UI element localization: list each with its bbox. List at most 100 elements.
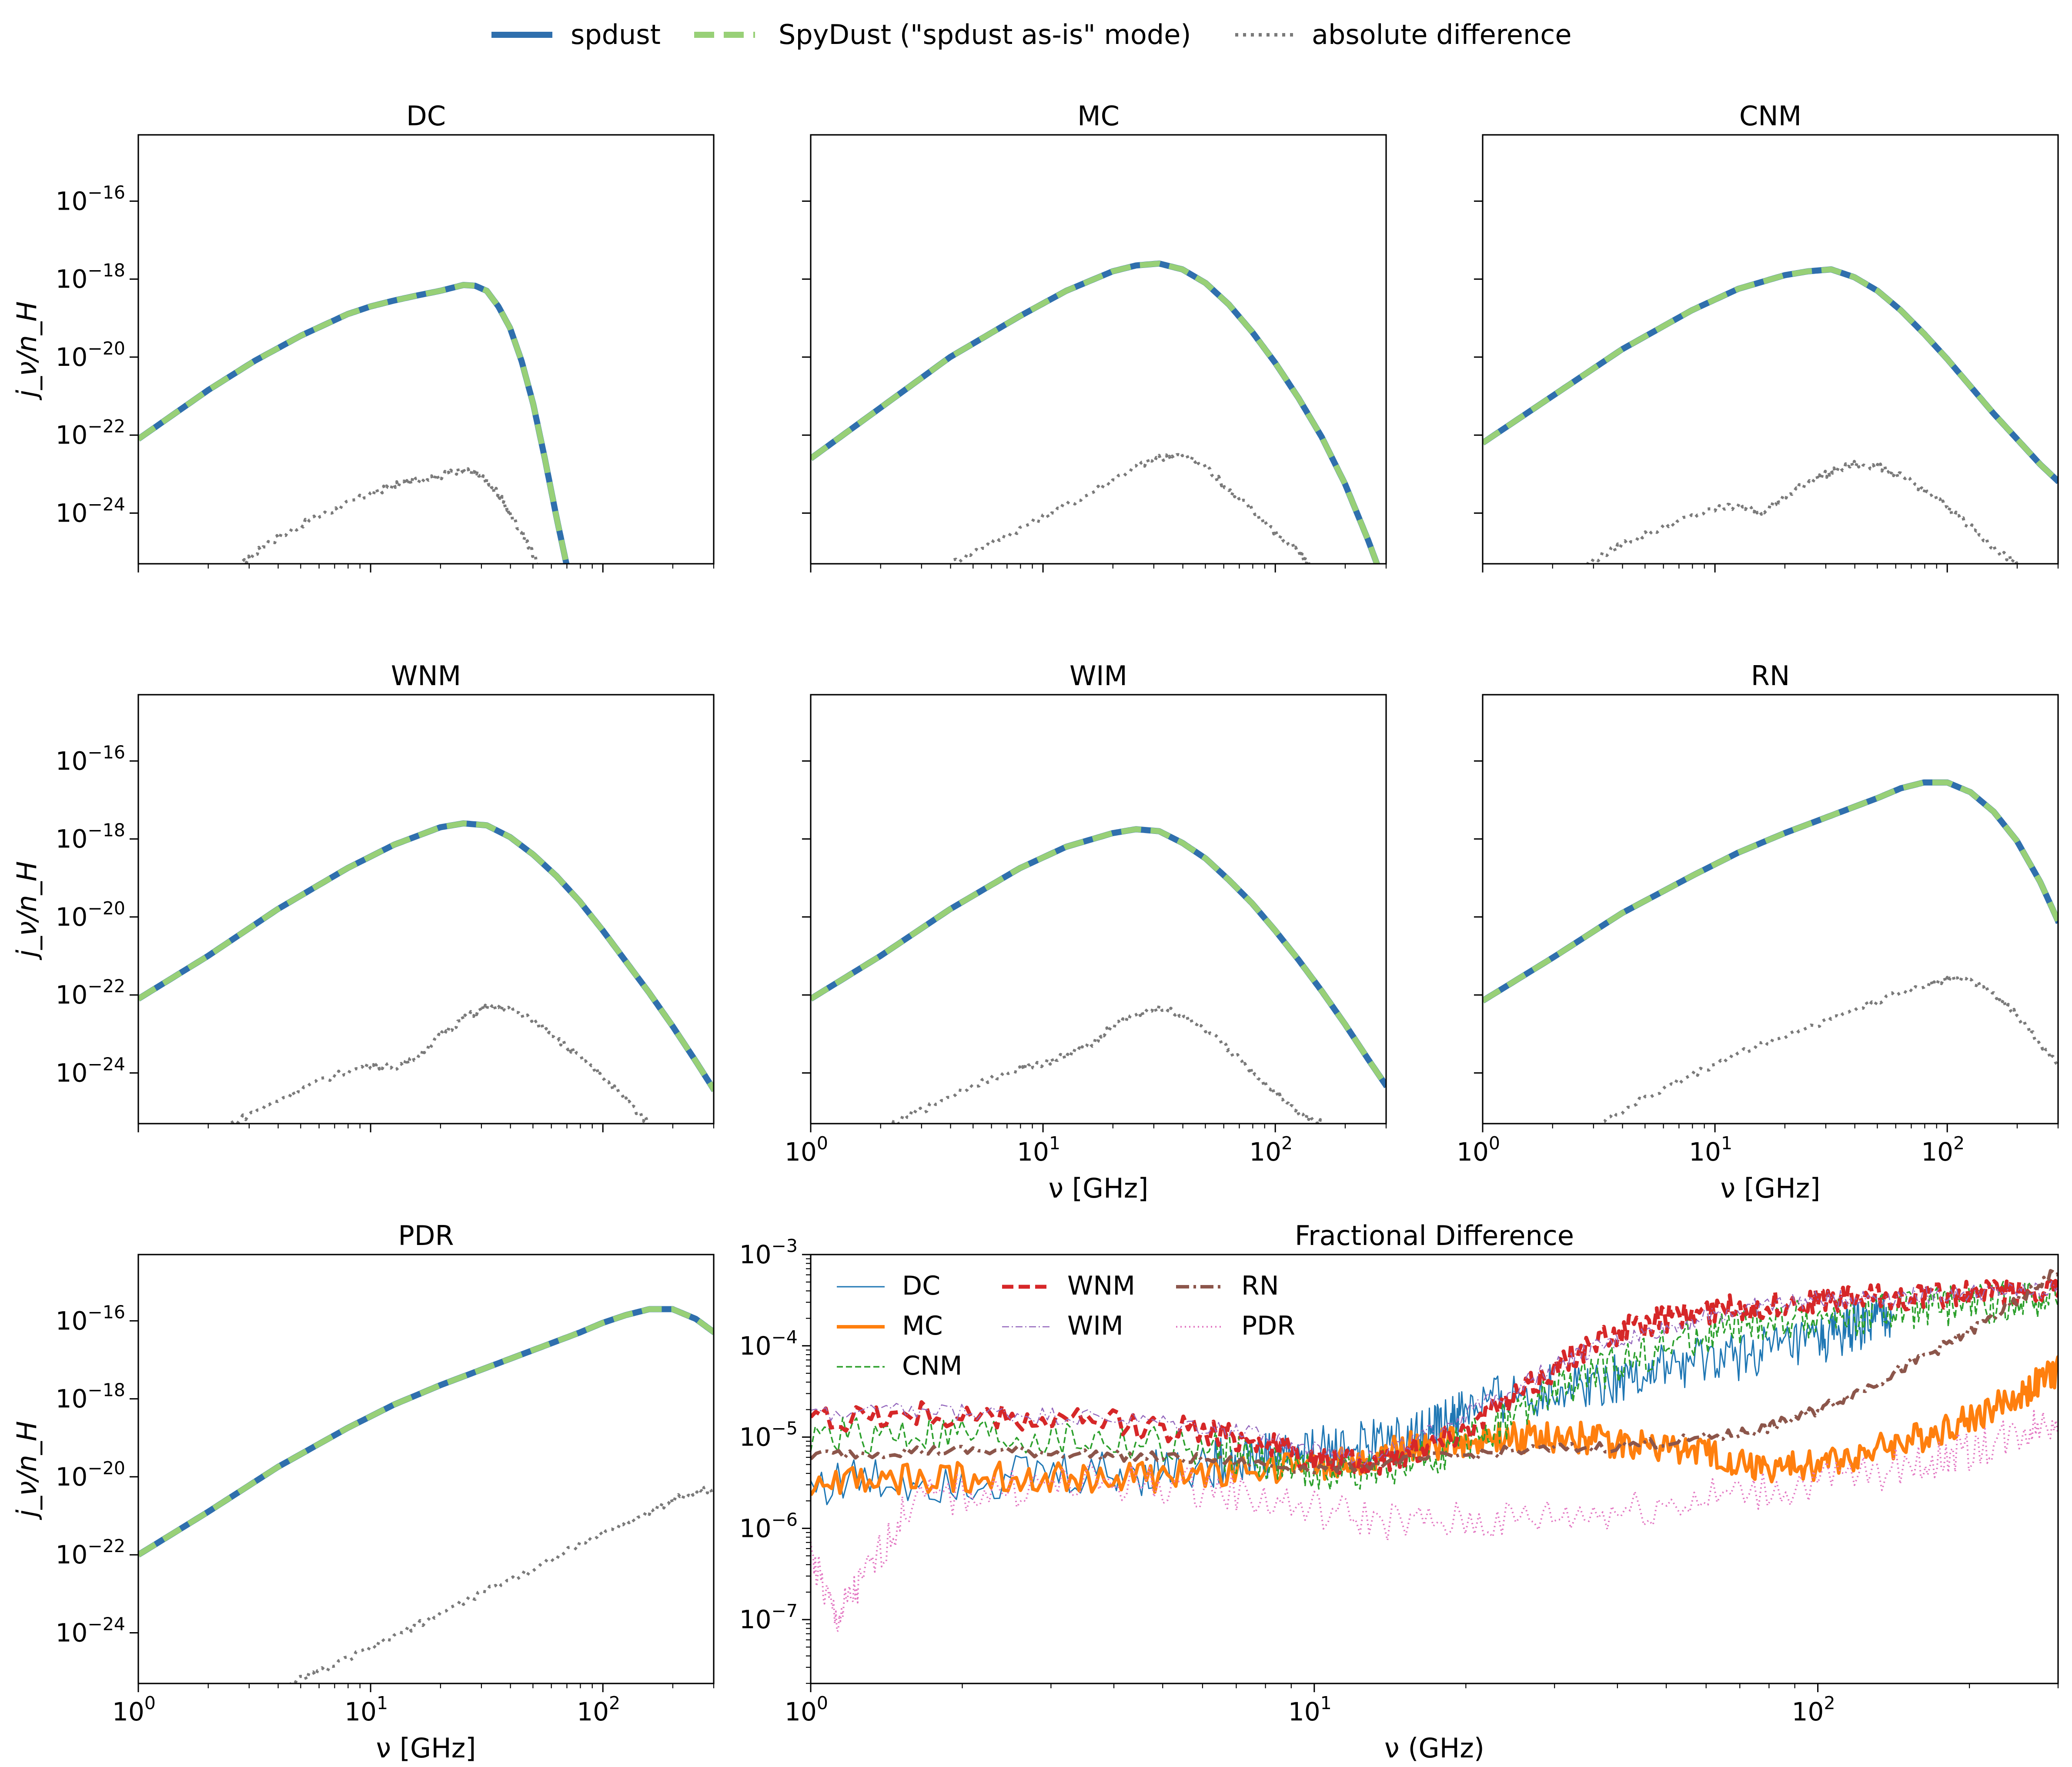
y-tick-label: 10−22 bbox=[56, 1536, 125, 1570]
y-tick-label: 10−24 bbox=[56, 1054, 125, 1088]
x-tick-label: 102 bbox=[1249, 1133, 1293, 1167]
series-spdust bbox=[138, 282, 570, 564]
series-absolute-difference bbox=[241, 465, 539, 564]
plot-frame bbox=[1482, 694, 2059, 1124]
panel-title-fractional: Fractional Difference bbox=[1295, 1220, 1574, 1252]
panel-dc: DC 10−16 10−18 10−20 10−22 10−24 j_ν/n_H bbox=[11, 100, 715, 572]
y-tick-label: 10−18 bbox=[56, 820, 125, 854]
series-pdr bbox=[811, 1410, 2058, 1633]
legend-label-spdust: spdust bbox=[571, 19, 661, 50]
y-tick-label: 10−7 bbox=[739, 1600, 798, 1634]
series-spdust bbox=[138, 820, 714, 1092]
y-axis-label: j_ν/n_H bbox=[11, 861, 43, 960]
series-rn bbox=[811, 1268, 2058, 1475]
panel-fractional: Fractional Difference 100 101 102 10−3 10−4 10… bbox=[739, 1220, 2059, 1764]
y-tick-label: 10−3 bbox=[739, 1235, 798, 1269]
panel-pdr: PDR 100 101 102 10−16 10−18 10−20 10−22 10−24 ν [… bbox=[11, 1220, 715, 1764]
panel-title-cnm: CNM bbox=[1739, 100, 1801, 132]
series-absolute-difference bbox=[288, 1485, 714, 1683]
y-tick-label: 10−18 bbox=[56, 260, 125, 294]
fraction-legend-label-wim: WIM bbox=[1067, 1311, 1123, 1341]
plot-frame bbox=[1482, 134, 2059, 565]
series-absolute-difference bbox=[891, 1004, 1323, 1124]
x-axis-label: ν [GHz] bbox=[1049, 1172, 1149, 1204]
legend-label-spydust: SpyDust ("spdust as-is" mode) bbox=[779, 19, 1191, 50]
series-spydust bbox=[811, 826, 1386, 1088]
series-dc bbox=[811, 1293, 1894, 1506]
series-spydust bbox=[1483, 780, 2058, 1004]
panel-title-pdr: PDR bbox=[398, 1220, 454, 1252]
series-spdust bbox=[811, 260, 1380, 564]
legend-label-absdiff: absolute difference bbox=[1312, 19, 1572, 50]
fraction-legend-label-cnm: CNM bbox=[902, 1351, 962, 1381]
y-tick-label: 10−24 bbox=[56, 494, 125, 528]
x-axis-label: ν [GHz] bbox=[376, 1732, 476, 1764]
y-tick-label: 10−6 bbox=[739, 1509, 798, 1543]
x-tick-label: 100 bbox=[785, 1693, 828, 1727]
panel-wnm: WNM 10−16 10−18 10−20 10−22 10−24 j_ν/n_H bbox=[11, 660, 715, 1132]
series-wim bbox=[811, 1281, 2058, 1465]
y-tick-label: 10−24 bbox=[56, 1613, 125, 1647]
panel-title-mc: MC bbox=[1077, 100, 1120, 132]
fraction-legend-label-mc: MC bbox=[902, 1311, 943, 1341]
y-tick-label: 10−16 bbox=[56, 742, 125, 776]
series-absolute-difference bbox=[1599, 974, 2058, 1124]
fraction-legend-label-dc: DC bbox=[902, 1271, 940, 1301]
series-absolute-difference bbox=[230, 1002, 649, 1124]
x-tick-label: 100 bbox=[785, 1133, 828, 1167]
panel-title-wim: WIM bbox=[1069, 660, 1127, 692]
panel-title-dc: DC bbox=[406, 100, 446, 132]
x-tick-label: 100 bbox=[1457, 1133, 1500, 1167]
x-axis-label: ν [GHz] bbox=[1721, 1172, 1821, 1204]
figure-legend: spdust SpyDust ("spdust as-is" mode) abs… bbox=[491, 19, 1572, 50]
series-spydust bbox=[811, 261, 1380, 564]
series-spydust bbox=[1483, 266, 2058, 484]
fraction-legend-label-rn: RN bbox=[1241, 1271, 1279, 1301]
x-axis-label: ν (GHz) bbox=[1384, 1732, 1484, 1764]
series-spdust bbox=[138, 1306, 714, 1558]
panel-mc: MC bbox=[802, 100, 1387, 572]
series-spdust bbox=[1483, 266, 2058, 484]
y-tick-label: 10−20 bbox=[56, 898, 125, 932]
y-tick-label: 10−18 bbox=[56, 1380, 125, 1414]
y-tick-label: 10−16 bbox=[56, 182, 125, 216]
y-tick-label: 10−22 bbox=[56, 976, 125, 1010]
series-spydust bbox=[138, 820, 714, 1092]
plot-frame bbox=[810, 134, 1387, 565]
x-tick-label: 100 bbox=[112, 1693, 156, 1727]
series-spdust bbox=[811, 826, 1386, 1088]
y-axis-label: j_ν/n_H bbox=[11, 301, 43, 401]
y-tick-label: 10−22 bbox=[56, 416, 125, 450]
y-tick-label: 10−20 bbox=[56, 1458, 125, 1492]
y-tick-label: 10−16 bbox=[56, 1302, 125, 1335]
panel-title-wnm: WNM bbox=[391, 660, 461, 692]
fraction-legend: DC MC CNM WNM WIM RN PDR bbox=[837, 1271, 1295, 1381]
x-tick-label: 102 bbox=[1921, 1133, 1965, 1167]
x-tick-label: 101 bbox=[1017, 1133, 1060, 1167]
panel-title-rn: RN bbox=[1751, 660, 1790, 692]
x-tick-label: 101 bbox=[344, 1693, 388, 1727]
panels: DC 10−16 10−18 10−20 10−22 10−24 j_ν/n_H MC CNM W… bbox=[11, 100, 2059, 1764]
plot-frame bbox=[137, 1254, 715, 1684]
y-tick-label: 10−5 bbox=[739, 1418, 798, 1452]
plot-frame bbox=[810, 1254, 2059, 1684]
panel-cnm: CNM bbox=[1474, 100, 2059, 572]
x-tick-label: 101 bbox=[1689, 1133, 1732, 1167]
series-wnm bbox=[811, 1275, 2058, 1477]
fraction-legend-label-pdr: PDR bbox=[1241, 1311, 1295, 1341]
panel-wim: WIM 100 101 102 ν [GHz] bbox=[785, 660, 1387, 1204]
series-spydust bbox=[138, 1306, 714, 1557]
series-absolute-difference bbox=[1586, 460, 2019, 564]
panel-rn: RN 100 101 102 ν [GHz] bbox=[1457, 660, 2059, 1204]
plot-frame bbox=[137, 694, 715, 1124]
x-tick-label: 101 bbox=[1288, 1693, 1332, 1727]
x-tick-label: 102 bbox=[1792, 1693, 1835, 1727]
plot-frame bbox=[810, 694, 1387, 1124]
y-axis-label: j_ν/n_H bbox=[11, 1421, 43, 1520]
plot-frame bbox=[137, 134, 715, 565]
y-tick-label: 10−4 bbox=[739, 1327, 798, 1361]
series-spdust bbox=[1483, 779, 2058, 1004]
x-tick-label: 102 bbox=[577, 1693, 620, 1727]
fraction-legend-label-wnm: WNM bbox=[1067, 1271, 1135, 1301]
